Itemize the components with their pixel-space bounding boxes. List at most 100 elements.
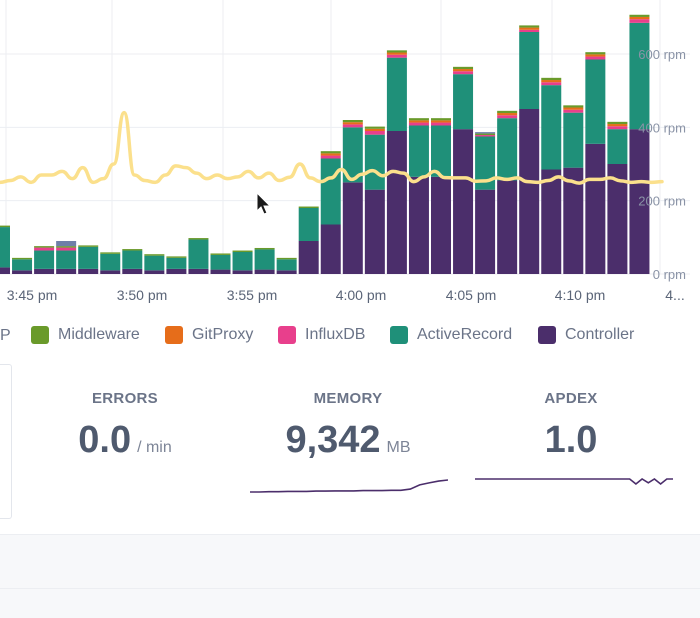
bar-stack[interactable] <box>453 66 474 274</box>
bar-segment-controller <box>629 129 650 274</box>
bar-segment-activerecord <box>78 246 99 269</box>
bar-stack[interactable] <box>408 118 429 274</box>
bar-stack[interactable] <box>475 132 496 274</box>
apdex-sparkline <box>475 478 673 486</box>
bar-segment-controller <box>585 143 606 274</box>
apdex-metric[interactable]: APDEX 1.0 <box>471 390 671 462</box>
bar-segment-activerecord <box>342 127 363 183</box>
bar-segment-activerecord <box>144 255 165 271</box>
bar-stack[interactable] <box>298 206 319 274</box>
bar-segment-controller <box>364 189 385 274</box>
bar-segment-gitproxy <box>342 122 363 125</box>
bar-stack[interactable] <box>497 110 518 274</box>
legend-item-controller[interactable]: Controller <box>538 322 634 348</box>
bar-stack[interactable] <box>232 250 253 274</box>
bar-segment-controller <box>541 169 562 274</box>
bar-segment-influxdb <box>453 71 474 75</box>
metrics-panel: ERRORS 0.0 / min MEMORY 9,342 MB APDEX 1.0 <box>0 364 700 522</box>
bar-segment-middleware <box>78 245 99 247</box>
bar-segment-middleware <box>34 246 55 248</box>
bar-stack[interactable] <box>364 126 385 274</box>
bar-stack[interactable] <box>519 25 540 274</box>
memory-spark-line <box>250 479 448 493</box>
bar-stack[interactable] <box>56 241 77 274</box>
bar-segment-influxdb <box>364 131 385 135</box>
bar-stack[interactable] <box>563 105 584 274</box>
bar-stack[interactable] <box>100 252 121 274</box>
bar-segment-activerecord <box>585 59 606 144</box>
bar-stack[interactable] <box>188 238 209 274</box>
x-tick-label: 4... <box>665 287 684 303</box>
bar-segment-gitproxy <box>453 69 474 72</box>
memory-metric[interactable]: MEMORY 9,342 MB <box>248 390 448 462</box>
mouse-pointer-icon <box>256 191 272 215</box>
x-tick-label: 4:05 pm <box>446 287 497 303</box>
memory-sparkline <box>250 479 448 493</box>
bar-segment-gitproxy <box>408 120 429 123</box>
bar-segment-controller <box>78 268 99 274</box>
throughput-chart-svg[interactable]: 0 rpm 200 rpm 400 rpm 600 rpm 3:45 pm 3:50 p… <box>0 0 700 310</box>
bar-stack[interactable] <box>541 77 562 274</box>
bar-segment-controller <box>276 270 297 274</box>
bar-segment-middleware <box>431 118 451 121</box>
bar-stack[interactable] <box>607 121 628 274</box>
x-tick-label: 3:55 pm <box>227 287 278 303</box>
bar-stack[interactable] <box>0 225 10 274</box>
bar-stack[interactable] <box>276 257 297 274</box>
bar-stack[interactable] <box>342 120 363 274</box>
legend-label-middleware: Middleware <box>58 326 140 343</box>
bar-stack[interactable] <box>210 253 231 274</box>
legend-item-middleware[interactable]: Middleware <box>31 322 140 348</box>
bar-segment-middleware <box>298 206 319 208</box>
bar-segment-controller <box>453 129 474 274</box>
bar-segment-middleware <box>519 25 540 28</box>
bar-segment-activerecord <box>188 239 209 269</box>
bar-segment-influxdb <box>408 122 429 126</box>
bar-segment-influxdb <box>629 19 650 23</box>
bar-segment-influxdb <box>519 29 540 32</box>
controller-swatch <box>538 326 556 344</box>
bar-segment-activerecord <box>607 129 628 164</box>
bar-segment-middleware <box>585 52 606 55</box>
bar-segment-activerecord <box>254 249 275 270</box>
bar-segment-activerecord <box>0 227 10 268</box>
bar-segment-controller <box>497 180 518 274</box>
bar-segment-middleware <box>0 225 10 228</box>
bar-segment-other <box>475 132 496 134</box>
bar-segment-controller <box>232 270 253 274</box>
activerecord-swatch <box>390 326 408 344</box>
bar-segment-gitproxy <box>585 54 606 57</box>
bar-segment-controller <box>320 224 341 274</box>
bar-stack[interactable] <box>386 50 407 274</box>
bar-segment-gitproxy <box>497 113 518 116</box>
bar-segment-gitproxy <box>519 27 540 30</box>
bar-stack[interactable] <box>122 249 143 274</box>
legend-label-controller: Controller <box>565 326 635 343</box>
bar-segment-activerecord <box>232 252 253 271</box>
throughput-chart[interactable]: 0 rpm 200 rpm 400 rpm 600 rpm 3:45 pm 3:50 p… <box>0 0 700 310</box>
errors-metric[interactable]: ERRORS 0.0 / min <box>25 390 225 462</box>
legend-item-gitproxy[interactable]: GitProxy <box>165 322 253 348</box>
bar-segment-controller <box>563 167 584 274</box>
bar-stack[interactable] <box>34 246 55 274</box>
bar-segment-activerecord <box>56 250 77 269</box>
bar-segment-gitproxy <box>364 128 385 131</box>
bar-stack[interactable] <box>12 257 33 274</box>
bar-segment-activerecord <box>122 250 143 269</box>
legend-item-activerecord[interactable]: ActiveRecord <box>390 322 512 348</box>
influxdb-swatch <box>278 326 296 344</box>
bar-segment-controller <box>408 176 429 274</box>
bar-stack[interactable] <box>254 247 275 274</box>
bar-segment-other <box>56 241 77 247</box>
bar-stack[interactable] <box>78 245 99 274</box>
bar-stack[interactable] <box>166 256 187 274</box>
legend-item-influxdb[interactable]: InfluxDB <box>278 322 365 348</box>
bar-stack[interactable] <box>585 52 606 274</box>
bar-segment-influxdb <box>320 155 341 159</box>
divider <box>0 588 700 589</box>
bar-stack[interactable] <box>629 14 650 274</box>
errors-label: ERRORS <box>92 390 158 407</box>
bar-segment-middleware <box>408 118 429 121</box>
bar-stack[interactable] <box>144 254 165 274</box>
bar-stack[interactable] <box>431 118 451 274</box>
